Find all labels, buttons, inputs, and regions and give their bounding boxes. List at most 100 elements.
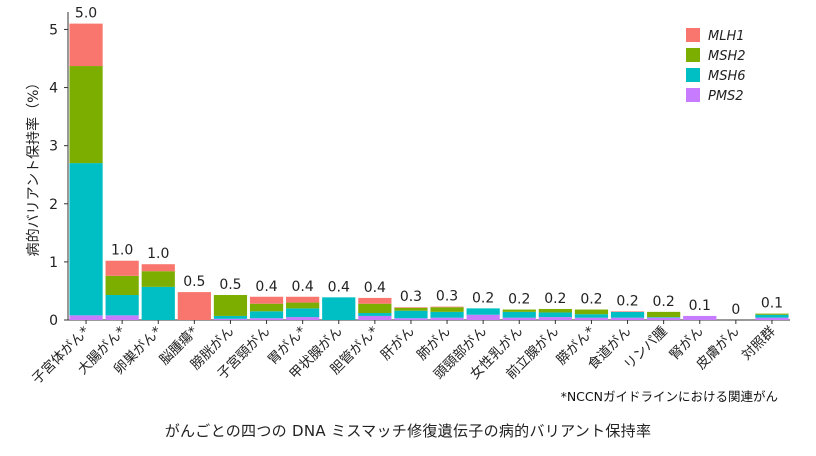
total-label: 0.3 (436, 289, 458, 305)
legend: MLH1 MSH2 MSH6 PMS2 (686, 28, 746, 104)
bar-msh6-9 (394, 310, 428, 319)
footnote: *NCCNガイドラインにおける関連がん (560, 389, 778, 404)
y-axis-label: 病的バリアント保持率（%） (25, 76, 42, 257)
total-label: 0.2 (616, 293, 638, 309)
y-tick-label: 2 (49, 197, 58, 213)
bar-msh6-0 (69, 163, 103, 316)
bar-pms2-0 (69, 315, 103, 320)
plot-area (67, 12, 790, 321)
total-label: 0.4 (364, 280, 386, 296)
total-label: 0.4 (292, 279, 314, 295)
total-label: 0.2 (580, 292, 602, 308)
total-label: 0.5 (219, 277, 241, 293)
bar-pms2-19 (755, 317, 789, 320)
total-label: 0.3 (400, 289, 422, 305)
total-label: 0.2 (544, 291, 566, 307)
bar-pms2-17 (683, 315, 717, 320)
y-tick-label: 1 (49, 255, 58, 271)
total-label: 0.1 (689, 298, 711, 314)
legend-swatch-mlh1 (686, 28, 700, 42)
bar-mlh1-3 (177, 292, 211, 320)
bar-mlh1-5 (249, 296, 284, 304)
bar-msh2-19 (755, 313, 789, 315)
legend-swatch-pms2 (686, 88, 700, 102)
y-tick-label: 3 (49, 139, 58, 155)
bar-pms2-10 (430, 317, 464, 320)
bar-msh6-15 (610, 311, 645, 318)
bar-msh2-8 (358, 303, 392, 314)
legend-swatch-msh6 (686, 68, 700, 82)
y-tick-label: 4 (49, 81, 58, 97)
bar-mlh1-1 (105, 260, 139, 276)
legend-swatch-msh2 (686, 48, 700, 62)
bar-pms2-14 (574, 317, 609, 320)
bar-pms2-1 (105, 315, 139, 320)
x-axis: 子宮体がん*大腸がん*卵巣がん*脳腫瘍*膀胱がん子宮頸がん胃がん*甲状腺がん胆管… (29, 320, 779, 387)
total-label: 0.1 (761, 296, 783, 312)
total-label: 0 (731, 302, 740, 318)
bar-msh2-12 (502, 309, 536, 312)
bar-mlh1-10 (430, 306, 464, 308)
bar-msh2-13 (538, 308, 572, 313)
bar-msh6-1 (105, 295, 139, 316)
bar-msh2-4 (213, 295, 248, 316)
y-tick-label: 0 (49, 313, 58, 329)
bar-msh6-13 (538, 312, 572, 318)
bar-msh6-2 (141, 286, 175, 320)
value-labels: 5.0 1.0 1.0 0.5 0.5 0.4 0.4 0.4 0.4 0.3 0.3 0.2 0.2 0… (75, 6, 783, 318)
bar-msh6-19 (755, 314, 789, 318)
bar-msh2-6 (286, 302, 320, 309)
total-label: 5.0 (75, 6, 97, 22)
bar-msh2-16 (647, 311, 681, 318)
bar-pms2-13 (538, 317, 572, 320)
legend-label-mlh1: MLH1 (708, 29, 745, 44)
bar-msh2-1 (105, 275, 139, 296)
bar-pms2-11 (466, 314, 500, 320)
y-axis: 0 1 2 3 4 5 (49, 22, 68, 329)
bar-msh6-14 (574, 314, 609, 318)
figure-caption: がんごとの四つの DNA ミスマッチ修復遺伝子の病的バリアント保持率 (164, 422, 652, 440)
x-tick-label: 肝がん (378, 324, 418, 364)
bar-msh6-5 (249, 311, 284, 319)
bar-mlh1-9 (394, 307, 428, 308)
bar-msh6-4 (213, 315, 248, 319)
bar-mlh1-2 (141, 264, 175, 272)
bar-mlh1-15 (610, 311, 645, 312)
bar-pms2-16 (647, 317, 681, 320)
x-tick-label: 子宮体がん* (29, 323, 93, 387)
bar-msh2-0 (69, 66, 103, 164)
total-label: 0.4 (255, 279, 277, 295)
bar-msh6-8 (358, 313, 392, 316)
legend-label-pms2: PMS2 (708, 89, 744, 104)
bar-msh2-2 (141, 271, 175, 287)
bar-msh2-14 (574, 309, 609, 315)
bar-pms2-4 (213, 318, 248, 320)
bar-pms2-9 (394, 318, 428, 320)
bar-mlh1-8 (358, 297, 392, 304)
bar-msh2-10 (430, 307, 464, 312)
y-tick-label: 5 (49, 22, 58, 38)
bar-pms2-5 (249, 318, 284, 320)
bar-mlh1-0 (69, 23, 103, 67)
legend-label-msh6: MSH6 (708, 69, 746, 84)
total-label: 0.2 (472, 290, 494, 306)
bar-msh6-6 (286, 308, 320, 318)
bar-pms2-8 (358, 315, 392, 320)
chart-svg: 0 1 2 3 4 5 子宮体がん*大腸がん*卵巣がん*脳腫瘍*膀胱がん子宮頸がん胃がん*… (25, 6, 790, 387)
bar-msh2-9 (394, 307, 428, 311)
bar-msh6-12 (502, 311, 536, 318)
bars-group (69, 23, 789, 320)
bar-msh6-11 (466, 308, 500, 315)
x-tick-label: 対照群 (739, 323, 779, 363)
total-label: 1.0 (147, 246, 169, 262)
bar-pms2-6 (286, 317, 320, 320)
bar-pms2-12 (502, 317, 536, 320)
bar-msh6-16 (647, 317, 681, 318)
total-label: 1.0 (111, 243, 133, 259)
total-label: 0.5 (183, 274, 205, 290)
total-label: 0.2 (508, 292, 530, 308)
bar-mlh1-6 (286, 296, 320, 303)
total-label: 0.4 (328, 279, 350, 295)
bar-msh6-7 (322, 297, 356, 320)
bar-msh6-10 (430, 311, 464, 318)
